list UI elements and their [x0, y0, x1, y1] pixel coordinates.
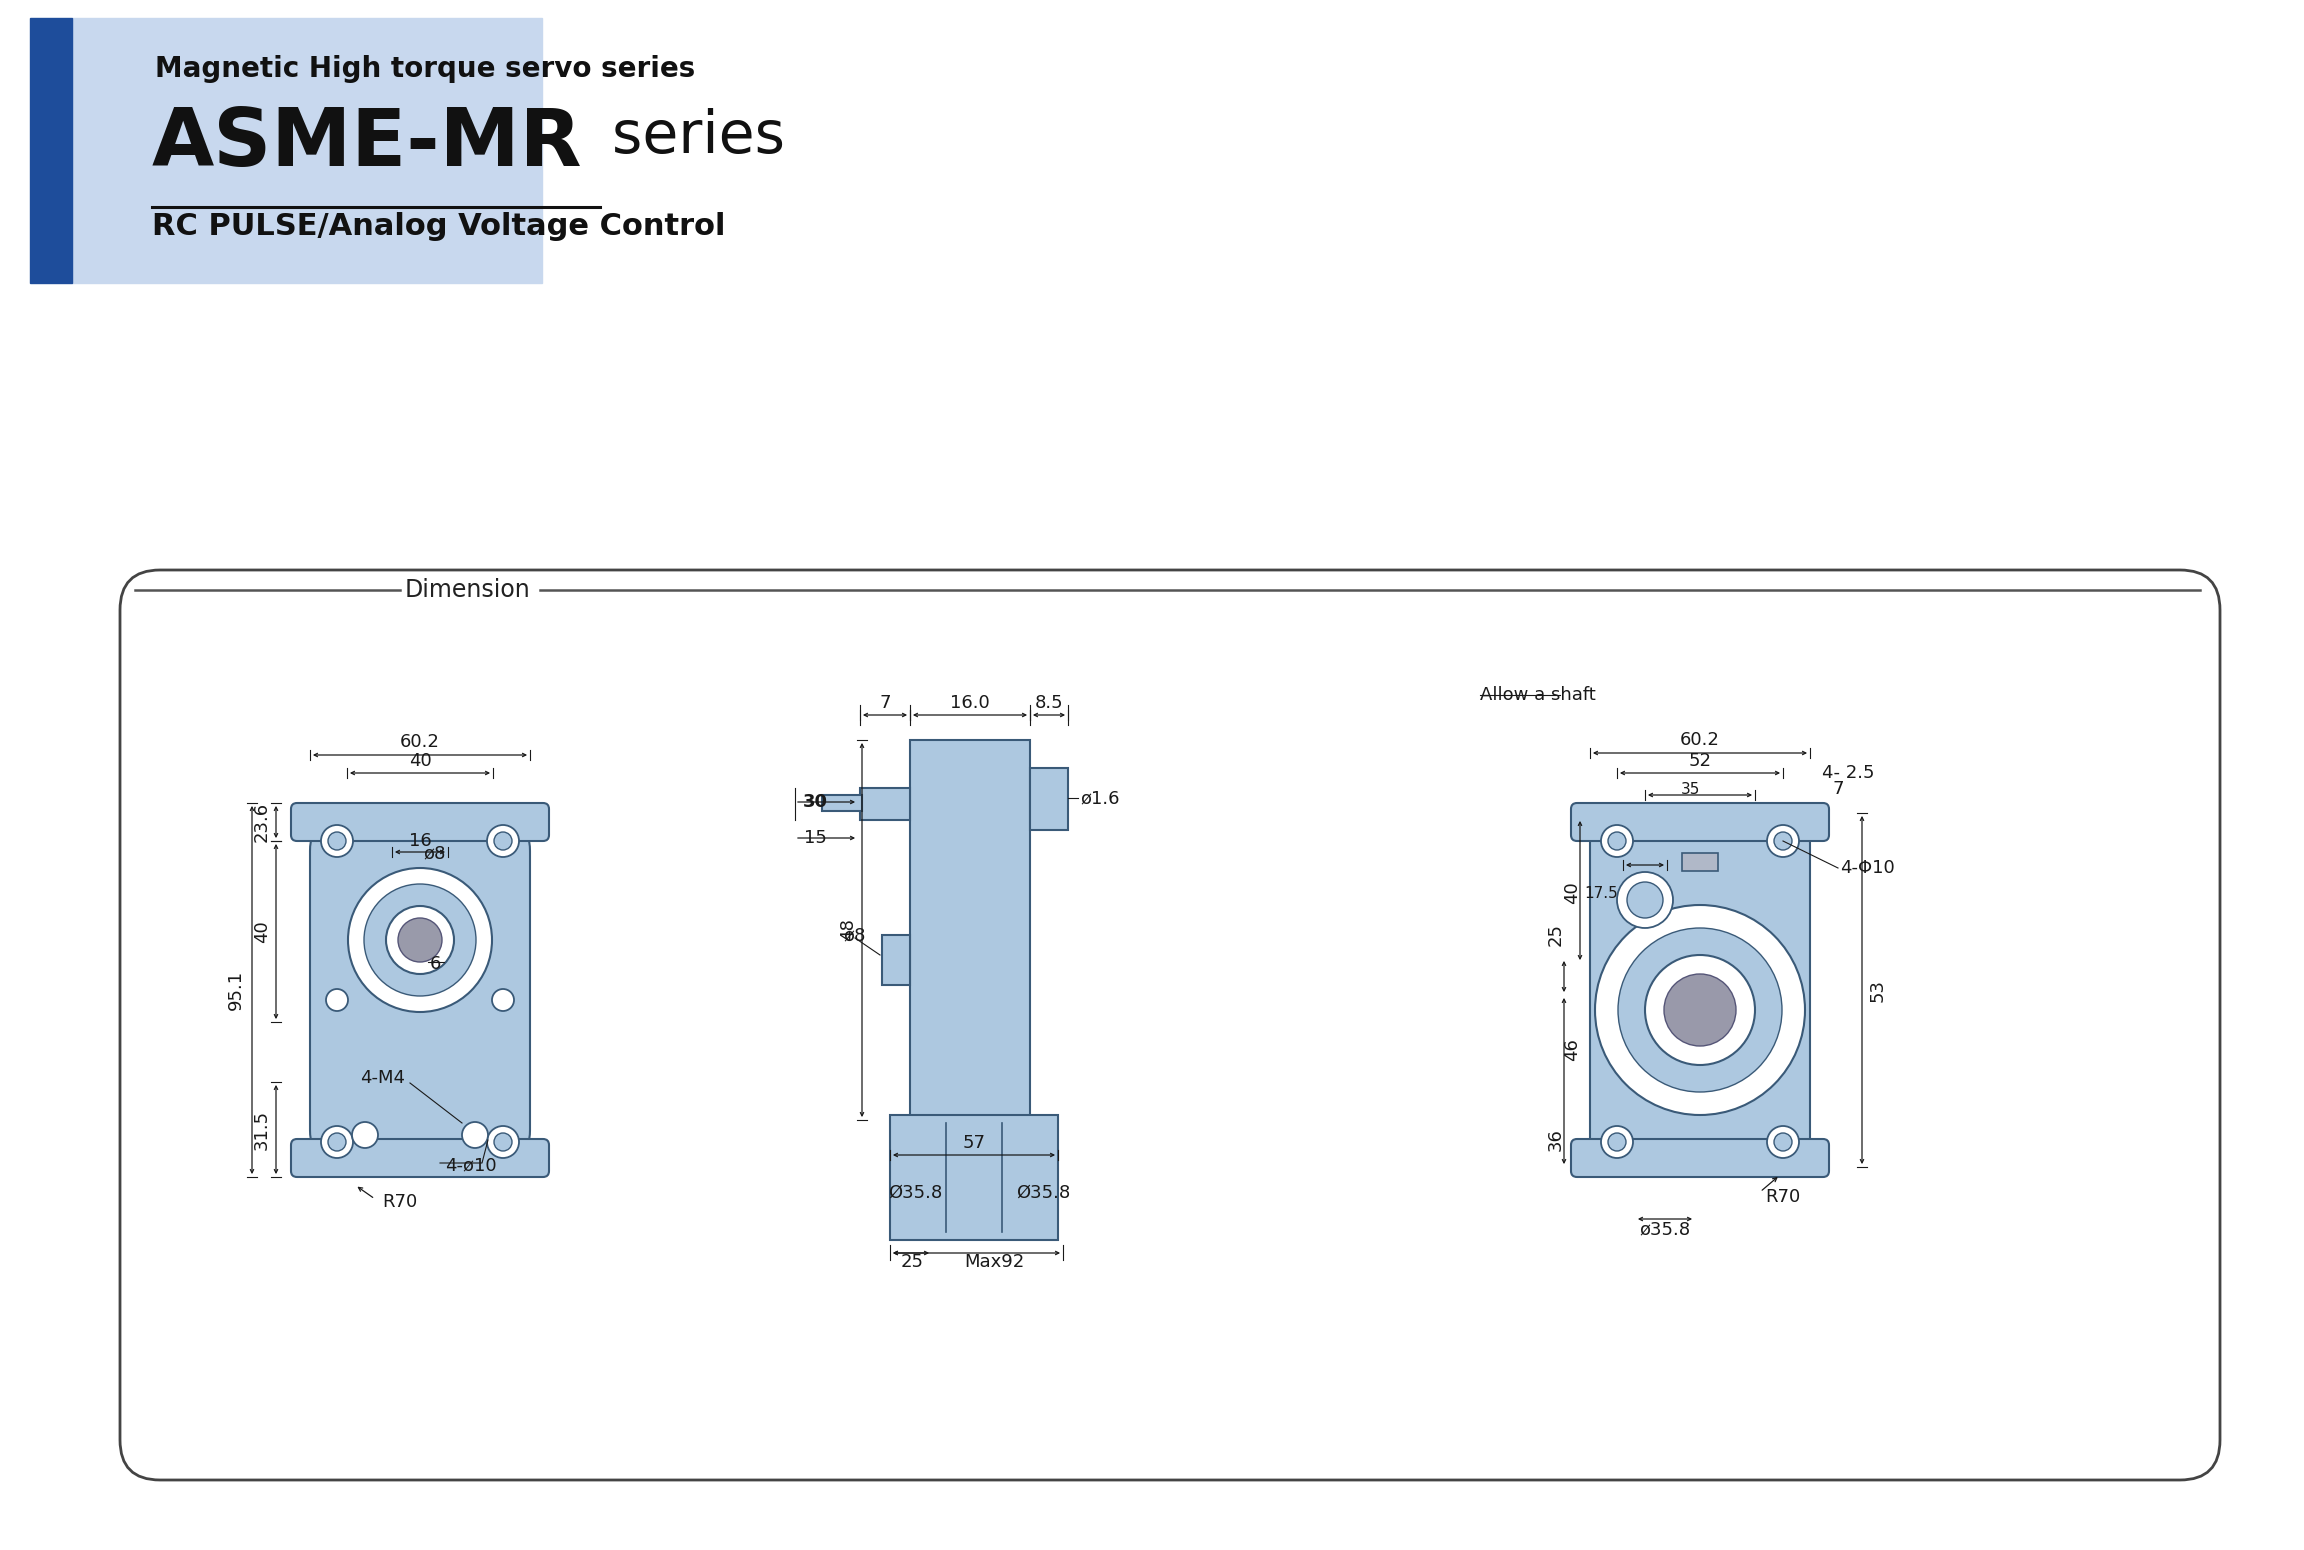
Circle shape — [493, 989, 514, 1011]
Text: 4- 2.5: 4- 2.5 — [1822, 764, 1875, 783]
Text: Allow a shaft: Allow a shaft — [1479, 687, 1597, 704]
Circle shape — [1594, 905, 1804, 1114]
Text: 40: 40 — [408, 752, 431, 770]
Circle shape — [1601, 1125, 1634, 1158]
Bar — [823, 795, 862, 811]
Circle shape — [327, 1133, 346, 1152]
Text: Max92: Max92 — [963, 1252, 1023, 1271]
Circle shape — [1601, 825, 1634, 857]
Text: 7: 7 — [1832, 780, 1843, 798]
Text: 25: 25 — [1546, 924, 1564, 947]
Circle shape — [1774, 1133, 1793, 1152]
Text: 17.5: 17.5 — [1585, 887, 1617, 902]
FancyBboxPatch shape — [290, 803, 548, 842]
FancyBboxPatch shape — [1571, 803, 1829, 842]
FancyBboxPatch shape — [311, 814, 530, 1169]
Text: ø8: ø8 — [424, 845, 445, 862]
Text: Ø35.8: Ø35.8 — [1016, 1184, 1069, 1201]
Text: 8.5: 8.5 — [1034, 694, 1064, 711]
FancyBboxPatch shape — [290, 1139, 548, 1176]
Circle shape — [1617, 928, 1781, 1093]
Text: 57: 57 — [963, 1135, 986, 1152]
Circle shape — [486, 825, 518, 857]
Text: Ø35.8: Ø35.8 — [887, 1184, 942, 1201]
Circle shape — [1767, 1125, 1799, 1158]
Text: 15: 15 — [804, 829, 827, 846]
Circle shape — [387, 907, 454, 973]
Text: 4-ø10: 4-ø10 — [445, 1156, 498, 1173]
Circle shape — [320, 1125, 353, 1158]
Circle shape — [1608, 832, 1627, 849]
Bar — [30, 19, 71, 284]
Bar — [859, 787, 910, 820]
Circle shape — [493, 1133, 511, 1152]
Text: 36: 36 — [1546, 1128, 1564, 1152]
Circle shape — [1627, 882, 1663, 918]
Text: 23.6: 23.6 — [253, 801, 272, 842]
Text: ø1.6: ø1.6 — [1081, 789, 1120, 808]
Text: 60.2: 60.2 — [1680, 732, 1721, 749]
Text: 40: 40 — [1562, 882, 1581, 904]
Text: 4-M4: 4-M4 — [359, 1070, 406, 1087]
Text: 48: 48 — [839, 919, 857, 941]
Text: 25: 25 — [901, 1252, 924, 1271]
Text: 6: 6 — [431, 955, 442, 973]
Text: series: series — [576, 109, 786, 164]
Text: 53: 53 — [1869, 978, 1887, 1001]
Text: R70: R70 — [1765, 1187, 1799, 1206]
Text: 4-Φ10: 4-Φ10 — [1841, 859, 1894, 877]
Text: ASME-MR: ASME-MR — [152, 105, 583, 183]
Circle shape — [320, 825, 353, 857]
Text: Dimension: Dimension — [406, 578, 530, 601]
Bar — [910, 739, 1030, 1121]
Circle shape — [399, 918, 442, 963]
Circle shape — [1617, 873, 1673, 928]
Circle shape — [348, 868, 493, 1012]
Text: 7: 7 — [880, 694, 892, 711]
Circle shape — [1774, 832, 1793, 849]
Text: 52: 52 — [1689, 752, 1712, 770]
Circle shape — [1645, 955, 1756, 1065]
Text: 95.1: 95.1 — [228, 970, 244, 1011]
Circle shape — [1608, 1133, 1627, 1152]
Text: 46: 46 — [1562, 1038, 1581, 1062]
Text: 31.5: 31.5 — [253, 1110, 272, 1150]
Bar — [882, 935, 910, 984]
Bar — [889, 1114, 1058, 1240]
FancyBboxPatch shape — [1590, 814, 1811, 1169]
Text: Magnetic High torque servo series: Magnetic High torque servo series — [154, 54, 696, 84]
Text: 16: 16 — [408, 832, 431, 849]
Bar — [1030, 767, 1069, 829]
Text: 16.0: 16.0 — [949, 694, 991, 711]
Bar — [71, 19, 541, 284]
Circle shape — [1663, 973, 1735, 1046]
Text: 30: 30 — [802, 794, 827, 811]
Circle shape — [327, 832, 346, 849]
Circle shape — [325, 989, 348, 1011]
FancyBboxPatch shape — [1571, 1139, 1829, 1176]
Text: 35: 35 — [1680, 781, 1700, 797]
Circle shape — [353, 1122, 378, 1149]
Text: RC PULSE/Analog Voltage Control: RC PULSE/Analog Voltage Control — [152, 212, 726, 240]
Text: 60.2: 60.2 — [401, 733, 440, 752]
Circle shape — [1767, 825, 1799, 857]
Text: ø35.8: ø35.8 — [1640, 1220, 1691, 1238]
Text: ø8: ø8 — [843, 925, 866, 944]
Text: R70: R70 — [382, 1194, 417, 1211]
Circle shape — [463, 1122, 488, 1149]
Circle shape — [486, 1125, 518, 1158]
Circle shape — [493, 832, 511, 849]
Circle shape — [364, 883, 477, 997]
Bar — [1682, 853, 1719, 871]
Text: 40: 40 — [253, 921, 272, 942]
